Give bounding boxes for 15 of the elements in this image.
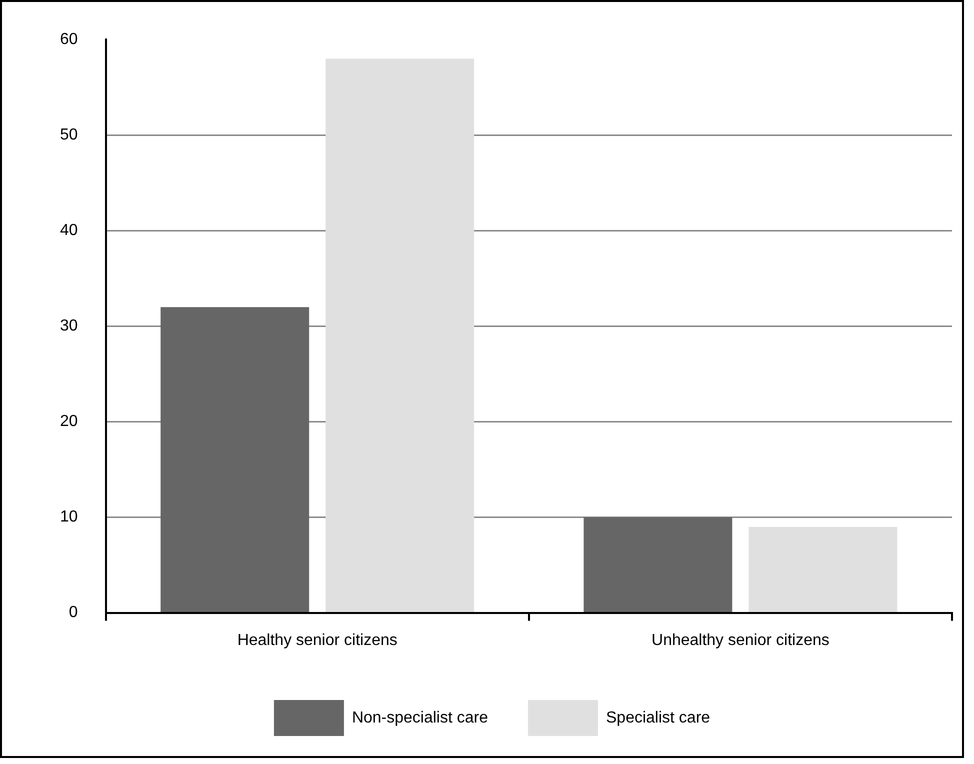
bar	[160, 307, 310, 612]
y-tick-label: 50	[60, 126, 78, 144]
bar	[748, 526, 898, 612]
y-tick-label: 0	[68, 604, 78, 622]
y-tick-label: 40	[60, 222, 78, 240]
x-tick-label: Healthy senior citizens	[237, 632, 398, 649]
y-tick-label: 10	[60, 508, 78, 526]
bar	[584, 517, 732, 612]
legend-label: Specialist care	[606, 709, 710, 726]
y-tick-label: 60	[60, 31, 78, 48]
y-tick-label: 20	[60, 413, 78, 430]
bar	[326, 58, 474, 612]
y-tick-label: 30	[60, 318, 78, 335]
legend-label: Non-specialist care	[352, 709, 488, 726]
x-tick-label: Unhealthy senior citizens	[652, 632, 830, 649]
